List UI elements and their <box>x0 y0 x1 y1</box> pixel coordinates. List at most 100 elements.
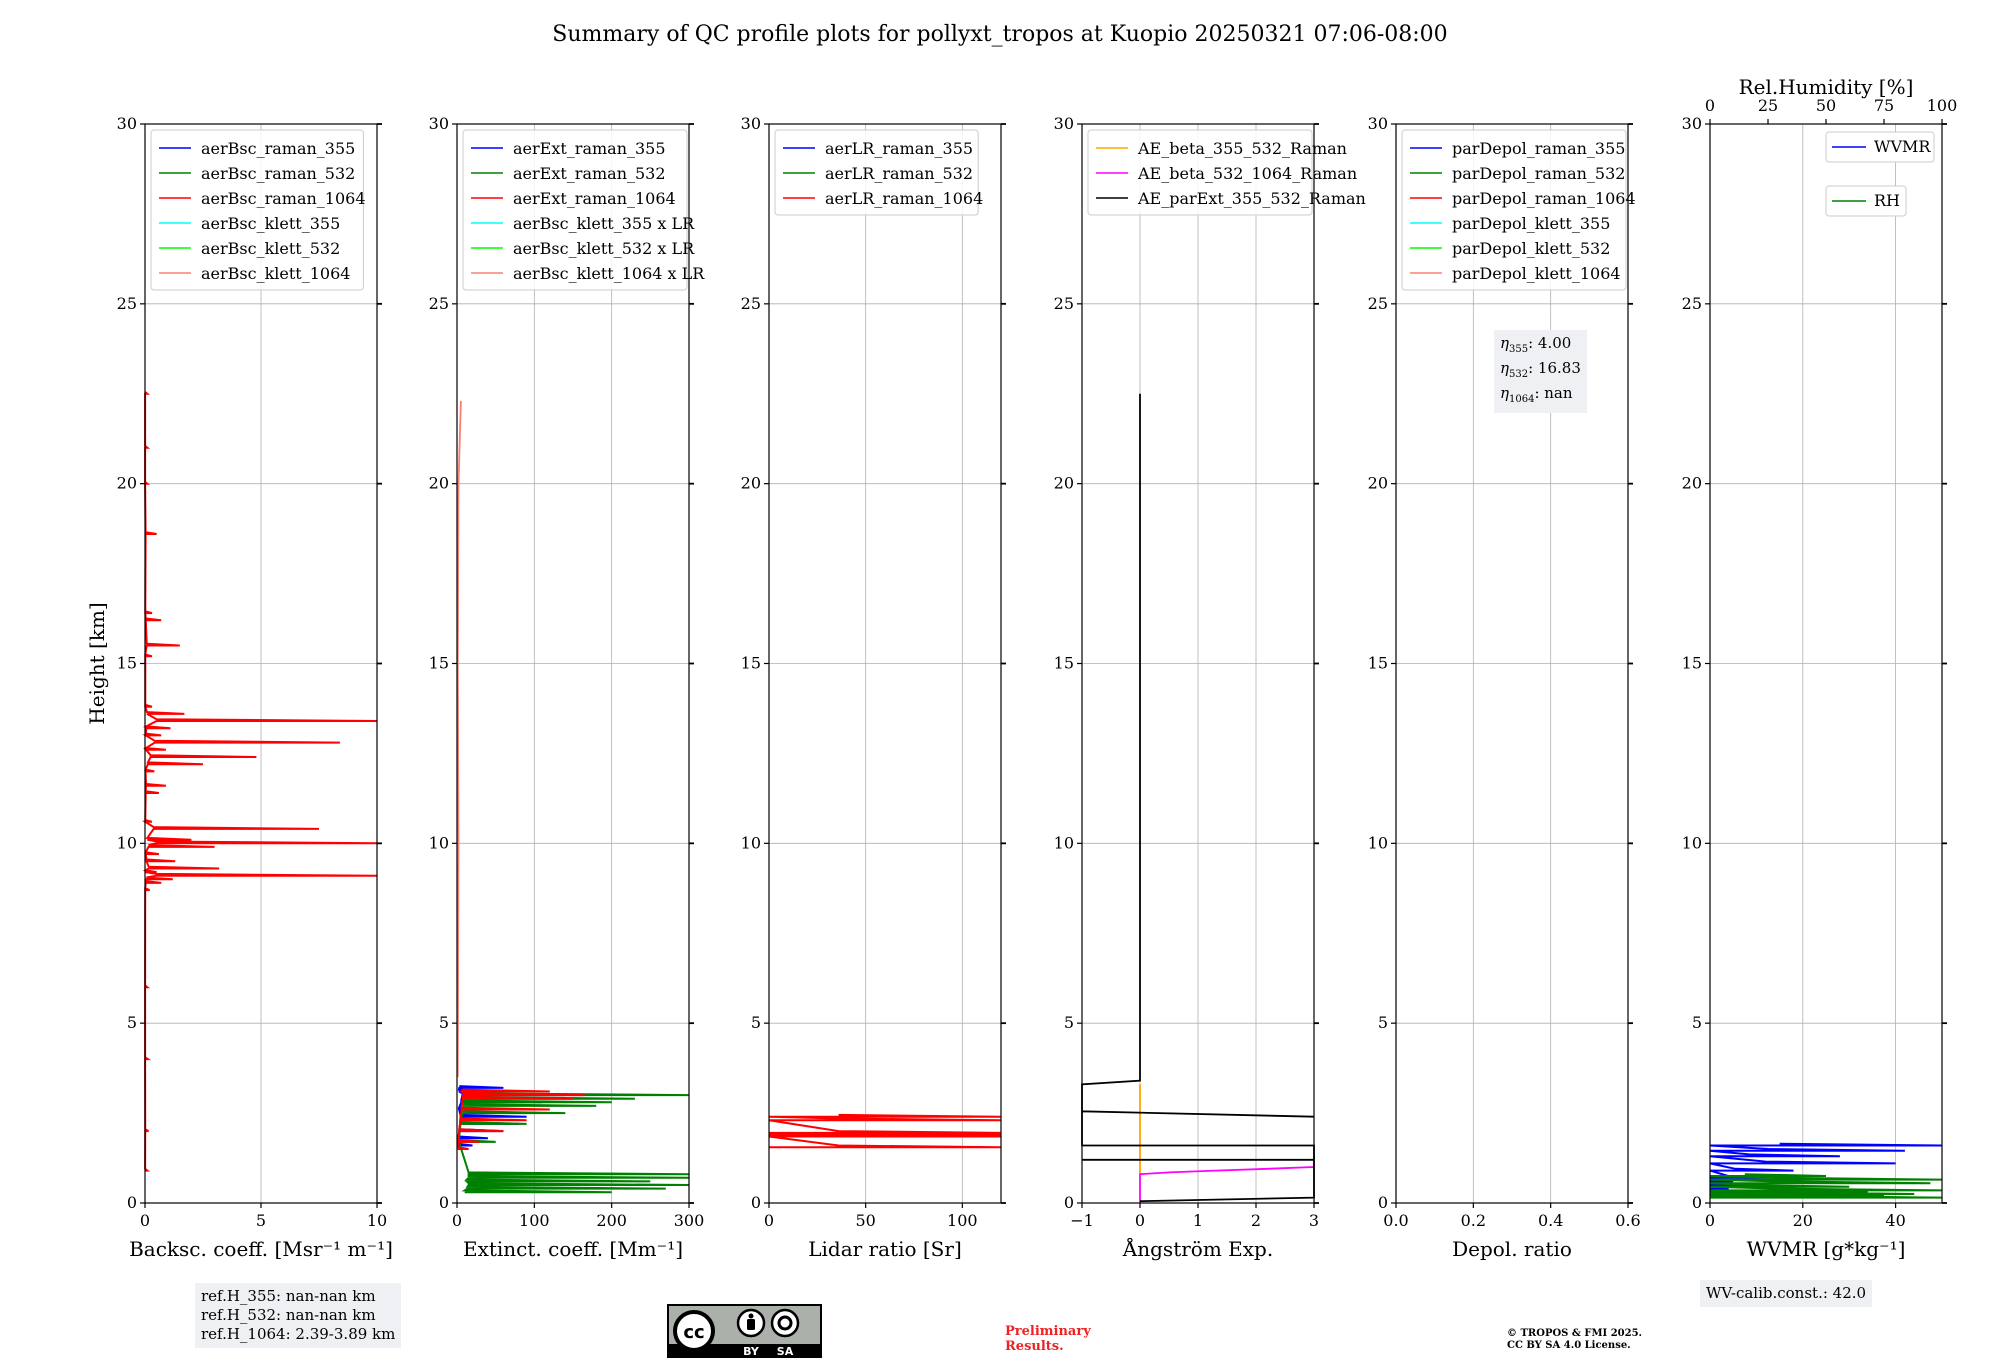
ytick-label: 15 <box>429 654 449 673</box>
ytick-label: 15 <box>1682 654 1702 673</box>
xtick-label: 0.6 <box>1615 1211 1640 1230</box>
ytick-label: 10 <box>1682 833 1702 852</box>
eta-532: η532: 16.83 <box>1500 359 1581 380</box>
ytick-label: 10 <box>1054 833 1074 852</box>
figure-title: Summary of QC profile plots for pollyxt_… <box>552 22 1448 47</box>
xaxis-label: Extinct. coeff. [Mm⁻¹] <box>463 1237 683 1261</box>
ytick-label: 5 <box>751 1013 761 1032</box>
ytick-label: 15 <box>741 654 761 673</box>
legend-label: aerBsc_raman_355 <box>201 139 355 158</box>
legend-label: aerExt_raman_532 <box>513 164 666 183</box>
xtick-label: 1 <box>1193 1211 1203 1230</box>
ytick-label: 0 <box>751 1193 761 1212</box>
ytick-label: 30 <box>117 114 137 133</box>
x2axis-label: Rel.Humidity [%] <box>1739 75 1914 99</box>
xtick-label: 0 <box>140 1211 150 1230</box>
xtick-label: 0.0 <box>1383 1211 1408 1230</box>
xtick-label: 200 <box>596 1211 627 1230</box>
cc-by-sa-license-badge: cc BY SA <box>667 1304 822 1358</box>
series-aerBsc_raman_1064 <box>141 391 378 1172</box>
xaxis-label: Lidar ratio [Sr] <box>808 1237 962 1261</box>
ref-height-355: ref.H_355: nan-nan km <box>201 1287 376 1305</box>
series-AE_beta_532_1064_Raman <box>1139 1166 1315 1203</box>
xtick-label: −1 <box>1070 1211 1094 1230</box>
legend-label: parDepol_raman_355 <box>1452 139 1625 158</box>
legend-label: aerBsc_klett_1064 x LR <box>513 264 705 283</box>
xtick-label: 0 <box>452 1211 462 1230</box>
preliminary-results-note: Preliminary Results. <box>1005 1324 1091 1354</box>
ytick-label: 5 <box>127 1013 137 1032</box>
legend-label: parDepol_klett_355 <box>1452 214 1610 233</box>
ytick-label: 5 <box>439 1013 449 1032</box>
cc-logo-text: cc <box>683 1322 704 1343</box>
ytick-label: 10 <box>741 833 761 852</box>
ytick-label: 0 <box>1064 1193 1074 1212</box>
x2tick-label: 75 <box>1874 96 1894 115</box>
ytick-label: 15 <box>1054 654 1074 673</box>
legend-label: aerBsc_raman_532 <box>201 164 355 183</box>
panel-lidar_ratio: 0 5 10 15 20 25 30 0 50 100 Lidar ratio [Sr] aerLR_… <box>741 114 1006 1261</box>
legend-label: AE_beta_355_532_Raman <box>1137 139 1347 158</box>
xtick-label: 10 <box>367 1211 387 1230</box>
legend-label: aerExt_raman_1064 <box>513 189 676 208</box>
legend-label: parDepol_raman_532 <box>1452 164 1625 183</box>
xaxis-label: Depol. ratio <box>1452 1237 1572 1261</box>
legend-label: aerBsc_klett_355 <box>201 214 340 233</box>
ref-height-532: ref.H_532: nan-nan km <box>201 1306 376 1324</box>
ytick-label: 30 <box>1682 114 1702 133</box>
legend-label: AE_parExt_355_532_Raman <box>1137 189 1366 208</box>
legend-label: aerLR_raman_1064 <box>825 189 983 208</box>
xtick-label: 0 <box>764 1211 774 1230</box>
xtick-label: 0.4 <box>1538 1211 1563 1230</box>
legend-box <box>1401 129 1627 291</box>
legend-box <box>150 129 364 291</box>
legend-box <box>774 129 979 216</box>
ytick-label: 30 <box>1054 114 1074 133</box>
legend-label: aerBsc_klett_532 <box>201 239 340 258</box>
ytick-label: 25 <box>1368 294 1388 313</box>
xtick-label: 100 <box>947 1211 978 1230</box>
legend-label: aerBsc_klett_532 x LR <box>513 239 695 258</box>
ref-height-1064: ref.H_1064: 2.39-3.89 km <box>201 1325 396 1343</box>
xtick-label: 2 <box>1251 1211 1261 1230</box>
legend-label: WVMR <box>1874 137 1931 156</box>
legend-label: aerExt_raman_355 <box>513 139 666 158</box>
legend-label: parDepol_raman_1064 <box>1452 189 1636 208</box>
legend-label: aerBsc_raman_1064 <box>201 189 366 208</box>
legend-label: AE_beta_532_1064_Raman <box>1137 164 1357 183</box>
legend-box <box>1825 131 1935 163</box>
ytick-label: 10 <box>117 833 137 852</box>
ytick-label: 30 <box>1368 114 1388 133</box>
xaxis-label: Backsc. coeff. [Msr⁻¹ m⁻¹] <box>129 1237 393 1261</box>
by-label: BY <box>743 1345 760 1358</box>
xaxis-label: WVMR [g*kg⁻¹] <box>1747 1237 1906 1261</box>
sa-icon <box>770 1308 800 1338</box>
ytick-label: 30 <box>429 114 449 133</box>
ytick-label: 0 <box>439 1193 449 1212</box>
eta-box: η355: 4.00 η532: 16.83 η1064: nan <box>1494 330 1587 413</box>
ytick-label: 10 <box>429 833 449 852</box>
legend-label: aerLR_raman_532 <box>825 164 973 183</box>
legend-label: aerBsc_klett_355 x LR <box>513 214 695 233</box>
xtick-label: 40 <box>1885 1211 1905 1230</box>
x2tick-label: 0 <box>1705 96 1715 115</box>
ytick-label: 20 <box>429 474 449 493</box>
legend-box <box>1087 129 1313 216</box>
ytick-label: 30 <box>741 114 761 133</box>
xtick-label: 100 <box>519 1211 550 1230</box>
legend-label: aerLR_raman_355 <box>825 139 973 158</box>
ref-height-box: ref.H_355: nan-nan km ref.H_532: nan-nan… <box>195 1283 402 1348</box>
ytick-label: 15 <box>1368 654 1388 673</box>
panel-depolarization: 0 5 10 15 20 25 30 0.0 0.2 0.4 0.6 Depol. ratio parD… <box>1368 114 1641 1261</box>
ytick-label: 20 <box>117 474 137 493</box>
wv-calib-box: WV-calib.const.: 42.0 <box>1700 1280 1873 1307</box>
ytick-label: 20 <box>741 474 761 493</box>
series-aerBsc_klett_1064 x LR <box>456 400 462 1078</box>
ytick-label: 25 <box>741 294 761 313</box>
xtick-label: 5 <box>256 1211 266 1230</box>
xtick-label: 20 <box>1793 1211 1813 1230</box>
x2tick-label: 100 <box>1927 96 1958 115</box>
legend-label: aerBsc_klett_1064 <box>201 264 350 283</box>
